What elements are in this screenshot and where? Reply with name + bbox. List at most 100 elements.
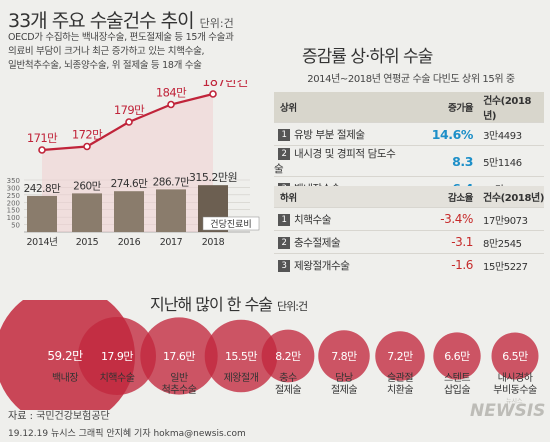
header-count: 건수(2018년) bbox=[483, 92, 544, 123]
bar bbox=[156, 189, 186, 232]
bottom-ranking-table: 하위 감소율 건수(2018년) 1 치핵수술 -3.4% 17만9073 2 충수… bbox=[274, 186, 544, 276]
bubble-category-label: 치환술 bbox=[387, 384, 413, 396]
surgery-name: 유방 부분 절제술 bbox=[294, 128, 365, 141]
rate-value: 14.6% bbox=[404, 122, 484, 146]
note-line: 일반척추수술, 뇌종양수술, 위 절제술 등 18개 수술 bbox=[8, 60, 202, 71]
trend-point bbox=[209, 90, 217, 98]
x-tick-label: 2018 bbox=[202, 237, 225, 248]
trend-value-label: 187만건 bbox=[202, 80, 248, 90]
bubble-value-label: 15.5만 bbox=[225, 350, 257, 363]
header-rate: 감소율 bbox=[404, 186, 484, 208]
bubble bbox=[140, 317, 218, 395]
rank-badge: 3 bbox=[278, 259, 290, 272]
bubble-category-label: 삽입술 bbox=[444, 383, 470, 396]
bubble-category-label: 슬관절 bbox=[387, 371, 413, 384]
ranking-subtitle: 2014년~2018년 연평균 수술 다빈도 상위 15위 중 bbox=[307, 74, 515, 85]
bubble-category-label: 부비동수술 bbox=[493, 384, 537, 396]
bubble bbox=[78, 317, 156, 395]
bar-value-label: 242.8만 bbox=[24, 183, 62, 195]
bubble-value-label: 7.2만 bbox=[387, 350, 413, 363]
bubble-category-label: 담낭 bbox=[335, 372, 353, 384]
bubble bbox=[491, 332, 539, 380]
bubble-category-label: 내시경하 bbox=[498, 371, 533, 384]
top-ranking-table: 상위 증가율 건수(2018년) 1 유방 부분 절제술 14.6% 3만4493… bbox=[274, 92, 544, 199]
trend-point bbox=[125, 118, 133, 126]
bubble-value-label: 7.8만 bbox=[331, 350, 357, 363]
trend-value-label: 184만 bbox=[156, 86, 187, 100]
note-text: OECD가 수집하는 백내장수술, 편도절제술 등 15개 수술과 의료비 부담… bbox=[8, 31, 276, 73]
ranking-title: 증감률 상·하위 수술 bbox=[302, 47, 433, 67]
logo-caption: 뉴시스 bbox=[506, 398, 523, 405]
note-line: OECD가 수집하는 백내장수술, 편도절제술 등 15개 수술과 bbox=[8, 32, 234, 43]
trend-point bbox=[38, 146, 46, 154]
bar bbox=[114, 191, 144, 232]
bar bbox=[72, 193, 102, 232]
y-tick-label: 200 bbox=[7, 199, 20, 207]
table-row: 1 유방 부분 절제술 14.6% 3만4493 bbox=[274, 122, 544, 146]
bar-value-label: 315.2만원 bbox=[189, 171, 237, 184]
x-tick-label: 2017 bbox=[160, 237, 183, 248]
trend-value-label: 172만 bbox=[72, 128, 103, 142]
header-name: 상위 bbox=[274, 92, 405, 123]
count-value: 3만4493 bbox=[483, 122, 544, 146]
y-tick-label: 350 bbox=[7, 177, 20, 185]
bar-value-label: 260만 bbox=[73, 180, 102, 192]
x-tick-label: 2015 bbox=[76, 237, 99, 248]
bubble bbox=[318, 330, 370, 382]
rate-value: -1.6 bbox=[404, 253, 484, 276]
bubble-value-label: 59.2만 bbox=[47, 349, 83, 363]
source-text: 자료 : 국민건강보험공단 bbox=[8, 411, 110, 422]
bubble-value-label: 17.6만 bbox=[163, 350, 195, 363]
annotation-text: 건당진료비 bbox=[210, 219, 251, 230]
table-header: 하위 감소율 건수(2018년) bbox=[274, 186, 544, 208]
y-tick-label: 250 bbox=[7, 192, 20, 200]
bubble-category-label: 치핵수술 bbox=[100, 372, 135, 384]
annotation-box bbox=[202, 216, 260, 231]
unit-label: 단위:건 bbox=[277, 300, 308, 313]
title-text: 33개 주요 수술건수 추이 bbox=[8, 10, 195, 32]
rate-value: -3.1 bbox=[404, 230, 484, 254]
bubble-category-label: 절제술 bbox=[331, 383, 357, 396]
count-value: 17만9073 bbox=[483, 207, 544, 231]
count-value: 5만1146 bbox=[483, 145, 544, 177]
trend-point bbox=[167, 100, 175, 109]
bubble-value-label: 17.9만 bbox=[101, 350, 133, 363]
bubble-category-label: 충수 bbox=[279, 372, 297, 384]
x-tick-label: 2016 bbox=[118, 237, 141, 248]
bubble-category-label: 척추수술 bbox=[162, 384, 197, 396]
y-tick-label: 150 bbox=[7, 207, 20, 215]
y-tick-label: 50 bbox=[11, 222, 20, 230]
header-name: 하위 bbox=[274, 186, 405, 208]
bar-value-label: 286.7만 bbox=[153, 176, 191, 188]
rate-value: -3.4% bbox=[404, 207, 484, 231]
rank-badge: 1 bbox=[278, 213, 290, 226]
trend-value-label: 179만 bbox=[114, 103, 145, 117]
rank-badge: 2 bbox=[278, 236, 290, 249]
header-count: 건수(2018년) bbox=[483, 186, 544, 208]
table-row: 1 치핵수술 -3.4% 17만9073 bbox=[274, 207, 544, 231]
bar-annotation: 건당진료비 bbox=[202, 216, 260, 231]
bubble-category-label: 스텐트 bbox=[444, 372, 470, 384]
bubble-value-label: 8.2만 bbox=[275, 350, 301, 363]
header-rate: 증가율 bbox=[404, 92, 484, 123]
bubble-category-label: 백내장 bbox=[52, 372, 78, 384]
table-row: 2 내시경 및 경피적 담도수술 8.3 5만1146 bbox=[274, 145, 544, 177]
bubble-category-label: 제왕절개 bbox=[224, 371, 259, 384]
surgery-name: 내시경 및 경피적 담도수술 bbox=[274, 148, 396, 175]
bubble bbox=[204, 319, 278, 393]
note-line: 의료비 부담이 크거나 최근 증가하고 있는 치핵수술, bbox=[8, 46, 205, 57]
bar bbox=[27, 195, 57, 232]
chart-title: 33개 주요 수술건수 추이 단위:건 bbox=[8, 6, 234, 33]
y-tick-label: 100 bbox=[7, 214, 20, 222]
bubble bbox=[375, 331, 425, 381]
bubble-category-label: 절제술 bbox=[275, 383, 301, 396]
surgery-name: 치핵수술 bbox=[294, 213, 332, 226]
bubble-category-label: 일반 bbox=[170, 372, 188, 384]
bubble-value-label: 6.6만 bbox=[444, 350, 470, 363]
table-row: 2 충수절제술 -3.1 8만2545 bbox=[274, 230, 544, 254]
table-row: 3 제왕절개수술 -1.6 15만5227 bbox=[274, 253, 544, 276]
rank-badge: 1 bbox=[278, 128, 290, 141]
rank-badge: 2 bbox=[278, 148, 290, 160]
